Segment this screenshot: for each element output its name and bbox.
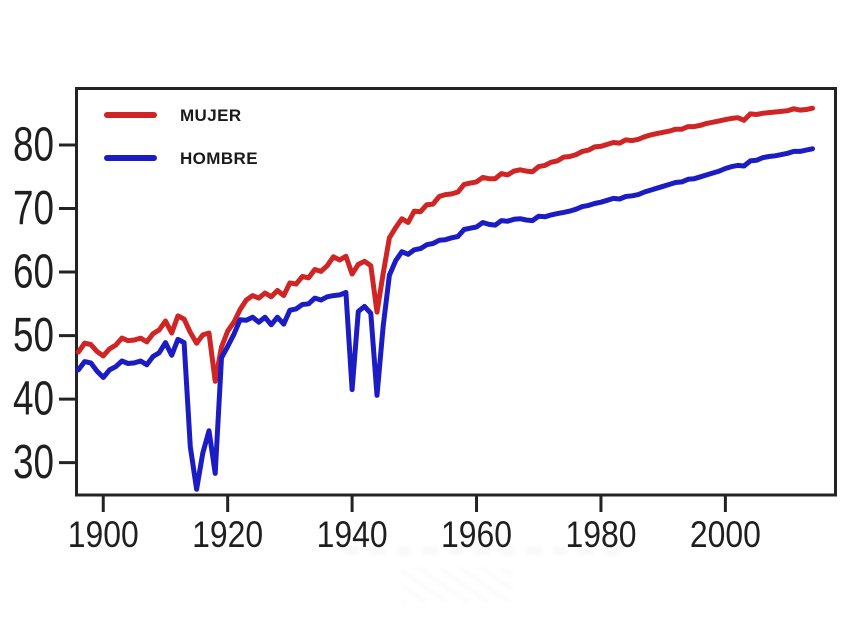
x-tick-label-2000: 2000 xyxy=(690,514,761,555)
y-tick-label-40: 40 xyxy=(13,373,54,426)
legend-swatch-hombre xyxy=(104,155,157,161)
legend-swatch-mujer xyxy=(104,112,157,118)
y-tick-label-30: 30 xyxy=(13,436,54,489)
chart-frame xyxy=(75,87,837,497)
y-tick-label-80: 80 xyxy=(13,119,54,172)
x-tick-label-1960: 1960 xyxy=(441,514,512,555)
legend-label-mujer: MUJER xyxy=(180,106,242,125)
x-tick-label-1900: 1900 xyxy=(68,514,139,555)
x-tick-label-1940: 1940 xyxy=(317,514,388,555)
hombre-line xyxy=(75,146,815,492)
y-tick-label-70: 70 xyxy=(13,182,54,235)
mujer-line xyxy=(75,105,815,384)
y-tick-label-50: 50 xyxy=(13,309,54,362)
x-tick-label-1920: 1920 xyxy=(192,514,263,555)
x-tick-label-1980: 1980 xyxy=(565,514,636,555)
legend-label-hombre: HOMBRE xyxy=(180,149,258,168)
y-tick-label-60: 60 xyxy=(13,246,54,299)
